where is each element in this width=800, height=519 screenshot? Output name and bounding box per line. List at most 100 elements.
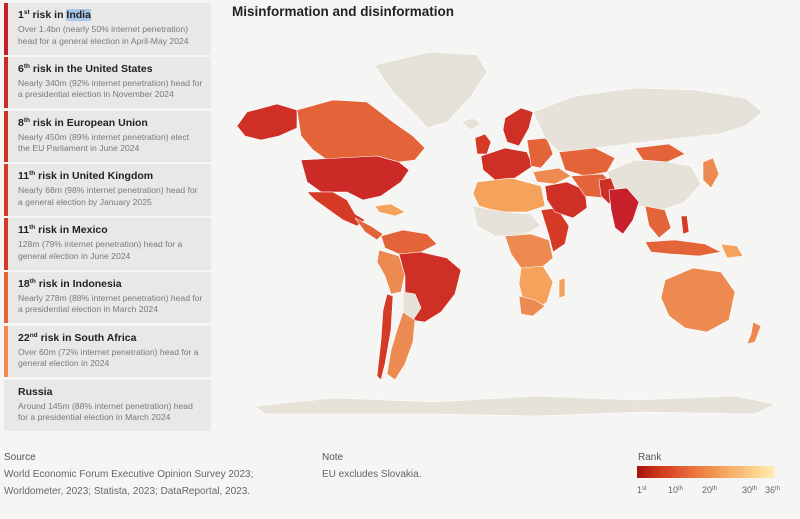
tick-suffix: st bbox=[642, 486, 647, 492]
western-europe-region[interactable] bbox=[480, 147, 534, 181]
rank-number: 8 bbox=[18, 116, 24, 129]
iceland-region[interactable] bbox=[460, 117, 482, 131]
risk-card-title: 6th risk in the United States bbox=[18, 63, 203, 76]
rank-suffix: th bbox=[29, 277, 36, 285]
tick-suffix: th bbox=[678, 486, 684, 492]
rank-number: 22 bbox=[18, 331, 30, 344]
colombia-venezuela-region[interactable] bbox=[380, 229, 438, 255]
source-label: Source bbox=[4, 452, 36, 463]
risk-card-title: 18th risk in Indonesia bbox=[18, 278, 203, 291]
central-america-region[interactable] bbox=[354, 217, 384, 241]
south-africa-region[interactable] bbox=[518, 295, 546, 317]
korea-japan-region[interactable] bbox=[702, 157, 720, 189]
eastern-europe-region[interactable] bbox=[526, 137, 554, 169]
new-zealand-region[interactable] bbox=[746, 321, 762, 345]
tick-number: 20 bbox=[702, 485, 713, 495]
rank-suffix: th bbox=[29, 170, 36, 178]
australia-region[interactable] bbox=[660, 267, 736, 333]
central-africa-region[interactable] bbox=[504, 233, 554, 271]
rank-suffix: nd bbox=[29, 331, 38, 339]
tick-suffix: th bbox=[752, 486, 758, 492]
world-choropleth-map bbox=[236, 51, 776, 417]
rank-number: 1 bbox=[18, 9, 24, 21]
country-name: the United States bbox=[66, 62, 153, 75]
note-label: Note bbox=[322, 452, 344, 463]
risk-card-description: Nearly 278m (88% internet penetration) h… bbox=[18, 292, 203, 315]
greenland-region[interactable] bbox=[374, 51, 488, 129]
rank-prefix: risk in bbox=[38, 170, 70, 183]
tick-suffix: th bbox=[712, 486, 718, 492]
tick-number: 36 bbox=[765, 485, 776, 495]
peru-ecuador-region[interactable] bbox=[376, 249, 406, 295]
note-text: EU excludes Slovakia. bbox=[322, 469, 422, 480]
risk-card-description: Around 145m (88% internet penetration) h… bbox=[18, 400, 193, 423]
alaska-region[interactable] bbox=[236, 103, 298, 141]
risk-card-title: 11th risk in Mexico bbox=[18, 224, 203, 237]
india-region[interactable] bbox=[608, 187, 640, 235]
uk-ireland-region[interactable] bbox=[474, 133, 492, 155]
scandinavia-region[interactable] bbox=[502, 107, 534, 147]
risk-card-description: Over 60m (72% internet penetration) head… bbox=[18, 346, 199, 369]
indonesia-region[interactable] bbox=[644, 239, 722, 257]
argentina-region[interactable] bbox=[386, 311, 416, 381]
risk-card-title: Russia bbox=[18, 386, 203, 399]
risk-card[interactable]: Russia Around 145m (88% internet penetrat… bbox=[4, 379, 211, 432]
papua-region[interactable] bbox=[720, 243, 744, 259]
rank-prefix: risk in bbox=[32, 116, 64, 129]
legend-tick: 1st bbox=[637, 485, 647, 495]
antarctica-region[interactable] bbox=[254, 395, 776, 417]
tick-number: 10 bbox=[668, 485, 679, 495]
risk-card[interactable]: 11th risk in Mexico 128m (79% internet pe… bbox=[4, 218, 211, 270]
rank-color-scale bbox=[637, 466, 775, 478]
caribbean-region[interactable] bbox=[374, 203, 406, 217]
mongolia-region[interactable] bbox=[634, 143, 686, 163]
sahel-west-africa-region[interactable] bbox=[472, 205, 542, 237]
risk-card-title: 8th risk in European Union bbox=[18, 117, 203, 130]
russia-region[interactable] bbox=[532, 87, 764, 153]
tick-suffix: th bbox=[775, 486, 781, 492]
source-line-1: World Economic Forum Executive Opinion S… bbox=[4, 469, 254, 480]
north-africa-region[interactable] bbox=[472, 177, 546, 213]
rank-number: 18 bbox=[18, 277, 30, 290]
risk-card-description: 128m (79% internet penetration) head for… bbox=[18, 239, 183, 261]
united-states-region[interactable] bbox=[300, 155, 410, 201]
risk-card-description: Nearly 68m (98% internet penetration) he… bbox=[18, 185, 198, 207]
rank-prefix: risk in bbox=[38, 277, 70, 290]
rank-number: 11 bbox=[18, 224, 30, 237]
risk-card-description: Over 1.4bn (nearly 50% internet penetrat… bbox=[18, 24, 189, 46]
chile-region[interactable] bbox=[376, 293, 394, 381]
rank-prefix: risk in bbox=[32, 9, 64, 21]
country-risk-list: 1st risk in India Over 1.4bn (nearly 50% … bbox=[4, 3, 211, 433]
legend-tick: 10th bbox=[668, 485, 683, 495]
risk-card[interactable]: 1st risk in India Over 1.4bn (nearly 50% … bbox=[4, 3, 211, 55]
risk-card[interactable]: 18th risk in Indonesia Nearly 278m (88% i… bbox=[4, 271, 211, 324]
rank-suffix: th bbox=[23, 62, 30, 70]
risk-card[interactable]: 6th risk in the United States Nearly 340m… bbox=[4, 56, 211, 109]
risk-card-description: Nearly 340m (92% internet penetration) h… bbox=[18, 77, 203, 100]
rank-prefix: risk in bbox=[32, 62, 64, 75]
madagascar-region[interactable] bbox=[558, 277, 566, 299]
rank-prefix: risk in bbox=[40, 331, 72, 344]
risk-card-title: 11th risk in United Kingdom bbox=[18, 170, 203, 183]
risk-card-title: 22nd risk in South Africa bbox=[18, 332, 203, 345]
rank-number: 11 bbox=[18, 170, 30, 183]
turkey-caucasus-region[interactable] bbox=[532, 167, 572, 185]
mexico-region[interactable] bbox=[306, 191, 366, 227]
bolivia-paraguay-region[interactable] bbox=[402, 291, 422, 321]
rank-suffix: st bbox=[23, 9, 30, 16]
country-name: Mexico bbox=[72, 224, 108, 237]
middle-east-region[interactable] bbox=[544, 181, 588, 219]
country-name: Indonesia bbox=[72, 277, 122, 290]
canada-region[interactable] bbox=[296, 99, 426, 163]
map-title: Misinformation and disinformation bbox=[232, 4, 454, 19]
risk-card[interactable]: 8th risk in European Union Nearly 450m (8… bbox=[4, 110, 211, 163]
kazakhstan-region[interactable] bbox=[558, 147, 616, 177]
philippines-region[interactable] bbox=[680, 215, 690, 235]
rank-suffix: th bbox=[29, 224, 36, 232]
southeast-asia-region[interactable] bbox=[644, 205, 672, 239]
risk-card[interactable]: 22nd risk in South Africa Over 60m (72% i… bbox=[4, 325, 211, 378]
legend-tick: 36th bbox=[765, 485, 780, 495]
country-name: India bbox=[66, 9, 91, 21]
risk-card[interactable]: 11th risk in United Kingdom Nearly 68m (9… bbox=[4, 164, 211, 216]
country-name: Russia bbox=[18, 385, 53, 398]
